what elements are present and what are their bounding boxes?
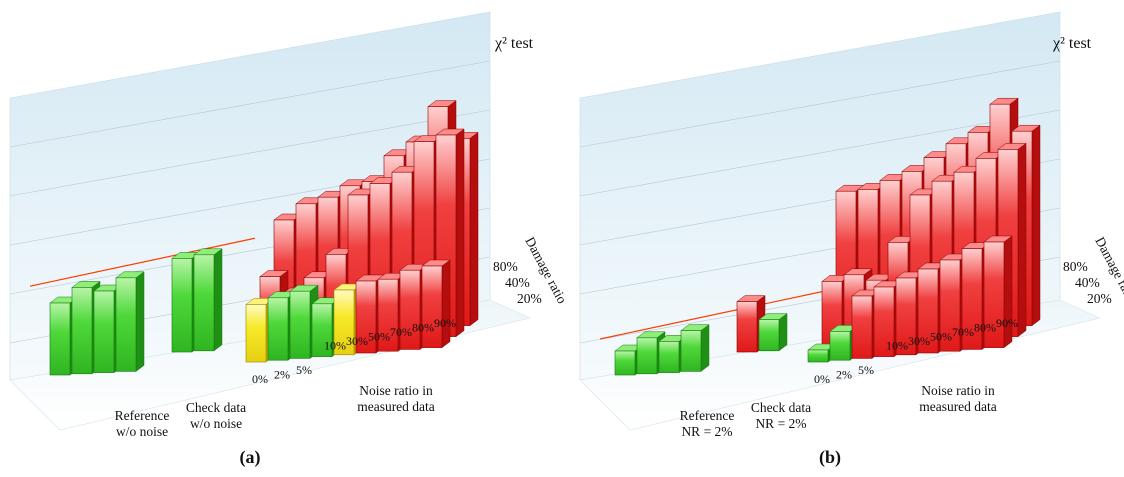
noise-tick-label: 80% — [974, 321, 996, 335]
reference-label: Reference w/o noise — [115, 408, 170, 439]
noise-tick-label: 50% — [368, 330, 390, 344]
reference-bar-80pct-4 — [680, 324, 710, 372]
noise-ticks: 0% 2% 5% 10% 30% 50% 70% 80% 90% — [814, 316, 1018, 386]
panel-b: 0% 2% 5%10% 30% 50% 70% 80% 90%Reference NR = 2%… — [579, 11, 1124, 468]
gridline — [9, 109, 491, 197]
noise-tick-label: 80% — [412, 321, 434, 335]
noise-tick-label: 90% — [434, 316, 456, 330]
noise-axis-label: Noise ratio in measured data — [357, 383, 435, 414]
reference-label: Reference NR = 2% — [680, 408, 735, 439]
noise-tick-label: 0% — [252, 372, 268, 386]
damage-ratio-tick: 20% — [517, 291, 542, 306]
noise-tick-label: 70% — [390, 325, 412, 339]
noise-tick-label: 10% — [886, 339, 908, 353]
check-bar-80pct-2 — [193, 248, 223, 352]
noise-tick-label: 50% — [930, 330, 952, 344]
test-label: χ² test — [1052, 35, 1092, 52]
panel-label: (b) — [819, 447, 841, 468]
reference-bar-80pct-4 — [115, 271, 145, 372]
threshold-line — [599, 290, 826, 340]
gridline — [579, 109, 1061, 197]
noise-tick-label: 30% — [346, 334, 368, 348]
panel-label: (a) — [240, 447, 261, 468]
noise-tick-label: 2% — [836, 368, 852, 382]
damage-ratio-tick: 40% — [505, 275, 530, 290]
threshold-line — [29, 237, 256, 287]
gridline — [9, 60, 491, 148]
noise-tick-label: 70% — [952, 325, 974, 339]
noise-tick-label: 10% — [324, 339, 346, 353]
noise-tick-label: 5% — [296, 363, 312, 377]
noise-tick-label: 90% — [996, 316, 1018, 330]
noise-tick-label: 0% — [814, 372, 830, 386]
noise-ticks: 0% 2% 5% 10% 30% 50% 70% 80% 90% — [252, 316, 456, 386]
check-bar-80pct-2 — [758, 313, 788, 352]
measured-bar-80pct-9 — [983, 235, 1013, 349]
damage-ratio-tick: 20% — [1087, 291, 1112, 306]
gridline — [579, 60, 1061, 148]
panel-a: 0% 2% 5%10% 30% 50% 70% 80% 90%Reference w/o noi… — [9, 11, 570, 468]
check-label: Check data w/o noise — [186, 400, 246, 431]
noise-tick-label: 5% — [858, 363, 874, 377]
measured-bar-80pct-9 — [421, 259, 451, 349]
noise-tick-label: 30% — [908, 334, 930, 348]
noise-axis-label: Noise ratio in measured data — [919, 383, 997, 414]
test-label: χ² test — [494, 35, 534, 52]
noise-tick-label: 2% — [274, 368, 290, 382]
damage-ratio-tick: 80% — [493, 259, 518, 274]
damage-ratio-tick: 80% — [1063, 259, 1088, 274]
damage-ratio-tick: 40% — [1075, 275, 1100, 290]
check-label: Check data NR = 2% — [751, 400, 811, 431]
